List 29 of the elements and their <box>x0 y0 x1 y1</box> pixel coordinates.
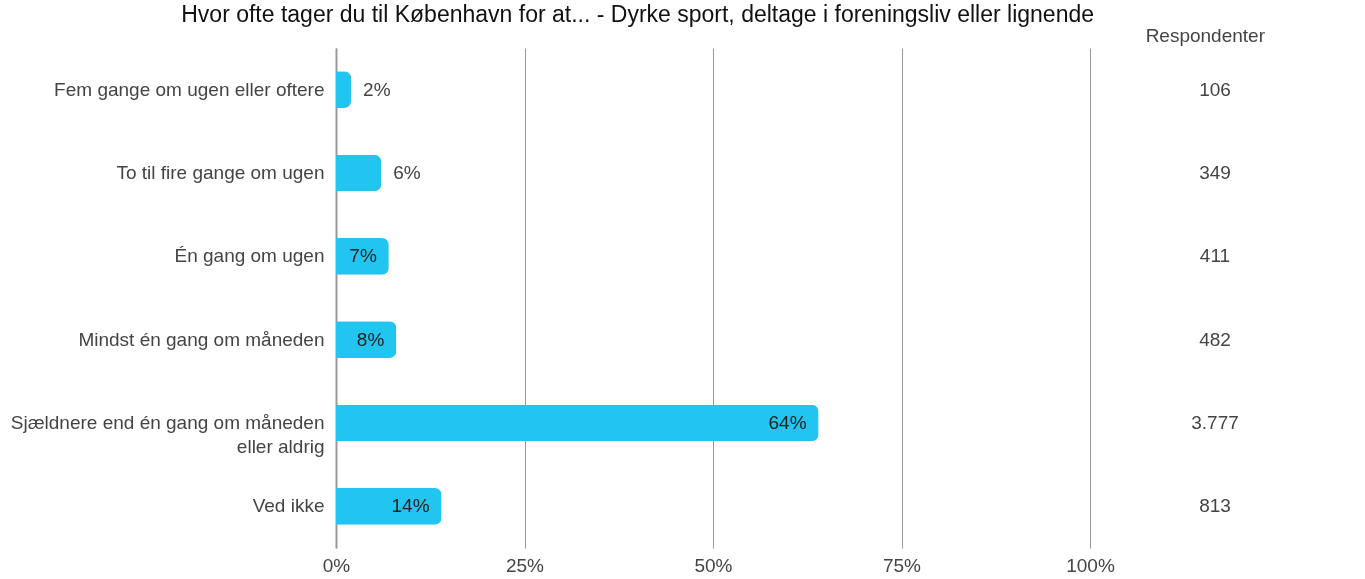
chart-title: Hvor ofte tager du til København for at... - Dyrke sport, deltage i foreningsliv eller lignende <box>181 1 1095 27</box>
bar <box>336 488 442 525</box>
text: 349 <box>1199 162 1231 183</box>
data-label: 6% <box>393 162 421 183</box>
data-label: 8% <box>356 328 385 350</box>
data-label: 14% <box>391 495 430 517</box>
text: 813 <box>1199 495 1231 517</box>
x-tick-label: 75% <box>882 554 922 576</box>
y-tick-label: Fem gange om ugen eller oftere <box>54 78 325 100</box>
y-tick-label: Ved ikke <box>252 495 325 517</box>
text: Respondenter <box>1145 25 1266 46</box>
bar <box>336 154 382 192</box>
text: 482 <box>1199 328 1231 350</box>
text: 411 <box>1199 245 1231 267</box>
text: 106 <box>1199 78 1231 100</box>
x-tick-label: 50% <box>694 554 733 576</box>
data-label: 64% <box>768 412 807 433</box>
y-tick-label: Sjældnere end én gang om måneden eller aldrig <box>10 412 325 457</box>
x-tick-label: 25% <box>505 554 545 576</box>
data-label: 2% <box>363 78 391 100</box>
text: 3.777 <box>1191 412 1239 433</box>
x-tick-label: 0% <box>322 554 351 576</box>
y-tick-label: Mindst én gang om måneden <box>78 328 325 350</box>
x-tick-label: 100% <box>1066 554 1115 576</box>
bar <box>336 71 352 108</box>
y-tick-label: Én gang om ugen <box>174 245 325 267</box>
data-label: 7% <box>349 245 377 267</box>
y-tick-label: To til fire gange om ugen <box>116 162 325 183</box>
bar <box>336 404 819 442</box>
